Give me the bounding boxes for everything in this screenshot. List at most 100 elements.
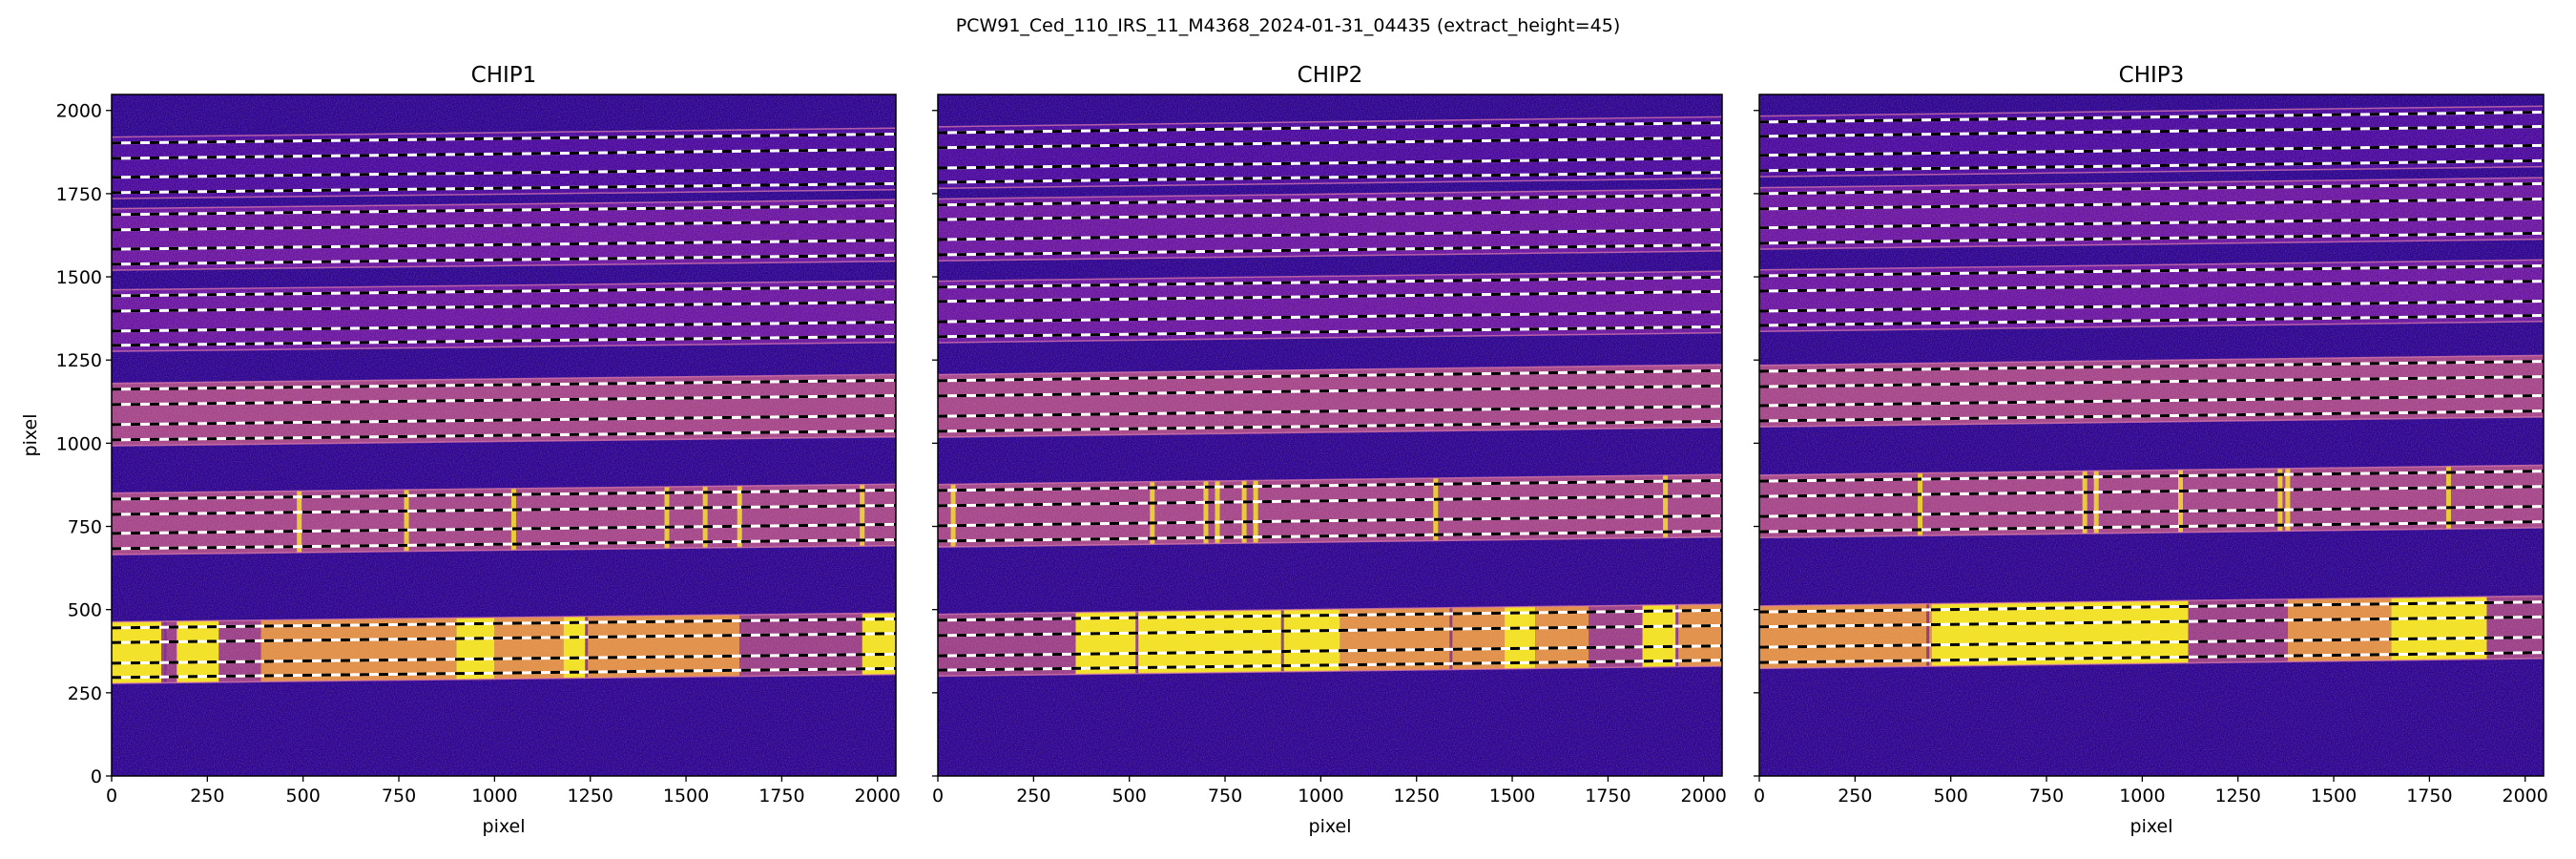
trace-line-dashed [1759, 300, 2544, 313]
trace-line-dashed [1759, 505, 2544, 518]
trace-line-dashed [1759, 360, 2544, 373]
x-tick-label: 750 [1208, 786, 1242, 807]
trace-line-dashed [1759, 264, 2544, 278]
trace-line-dashed [938, 193, 1722, 207]
y-tick-label: 0 [91, 766, 102, 787]
trace-line-dashed [112, 413, 896, 427]
x-tick-label: 0 [106, 786, 117, 807]
trace-line-dashed [112, 203, 896, 217]
trace-line-dashed [1759, 197, 2544, 211]
trace-line-dashed [112, 652, 896, 665]
x-tick-label: 1500 [1489, 786, 1535, 807]
trace-line-dashed [112, 181, 896, 195]
trace-line-dashed [938, 478, 1722, 492]
x-tick-label: 1250 [1394, 786, 1440, 807]
x-tick-label: 1250 [568, 786, 613, 807]
trace-line-dashed [938, 208, 1722, 221]
x-tick-label: 500 [1934, 786, 1968, 807]
y-tick-label: 750 [68, 517, 102, 538]
x-tick-label: 2000 [855, 786, 901, 807]
chip-title: CHIP3 [2119, 63, 2185, 88]
trace-line-dashed [938, 529, 1722, 543]
x-tick-label: 1750 [758, 786, 804, 807]
trace-line-dashed [1759, 615, 2544, 629]
trace-line-dashed [938, 513, 1722, 528]
x-tick-label: 1000 [471, 786, 517, 807]
x-tick-label: 250 [1016, 786, 1050, 807]
trace-line-dashed [1759, 470, 2544, 483]
x-tick-label: 1750 [2406, 786, 2452, 807]
trace-line-dashed [112, 285, 896, 298]
trace-line-dashed [1759, 280, 2544, 293]
x-tick-label: 2000 [2503, 786, 2548, 807]
trace-line-dashed [112, 537, 896, 551]
trace-line-dashed [938, 136, 1722, 150]
chip-title: CHIP1 [471, 63, 537, 88]
x-tick-label: 250 [1838, 786, 1872, 807]
trace-line-dashed [938, 608, 1722, 622]
trace-line-dashed [112, 522, 896, 535]
x-tick-label: 750 [2029, 786, 2064, 807]
trace-line-dashed [112, 166, 896, 179]
trace-line-dashed [1759, 181, 2544, 196]
trace-line-dashed [938, 325, 1722, 339]
image-area [112, 94, 896, 776]
y-axis-label: pixel [20, 414, 41, 457]
trace-line-dashed [1759, 110, 2544, 124]
trace-line-dashed [1759, 216, 2544, 230]
trace-line-dashed [938, 121, 1722, 135]
axes-frame [937, 94, 1723, 777]
chip-title: CHIP2 [1298, 63, 1363, 88]
trace-line-dashed [1759, 231, 2544, 245]
trace-line-dashed [112, 334, 896, 347]
x-tick-label: 1750 [1585, 786, 1631, 807]
trace-line-dashed [112, 666, 896, 680]
y-tick-label: 2000 [56, 101, 102, 122]
trace-line-dashed [938, 623, 1722, 638]
trace-line-dashed [938, 310, 1722, 324]
trace-line-dashed [112, 378, 896, 391]
x-axis-label: pixel [483, 816, 526, 837]
trace-line-dashed [1759, 394, 2544, 408]
x-tick-label: 1500 [663, 786, 709, 807]
trace-line-dashed [938, 419, 1722, 433]
trace-line-dashed [938, 275, 1722, 289]
axes-frame [111, 94, 897, 777]
trace-line-dashed [938, 659, 1722, 672]
trace-line-dashed [1759, 409, 2544, 423]
trace-line-dashed [938, 384, 1722, 398]
trace-line-dashed [938, 493, 1722, 508]
chip-panel-3: CHIP3 0 250 500 750 1000 1250 1500 1750 2000 pixel [1754, 63, 2548, 837]
trace-line-dashed [1759, 636, 2544, 649]
y-tick-label: 1750 [56, 184, 102, 205]
trace-line-dashed [1759, 124, 2544, 138]
trace-line-dashed [1759, 313, 2544, 327]
trace-line-dashed [1759, 158, 2544, 173]
y-tick-label: 1500 [56, 267, 102, 288]
x-tick-label: 250 [190, 786, 224, 807]
axes-frame [1758, 94, 2545, 777]
chip-panel-2: CHIP2 0 250 500 750 1000 1250 1500 1750 2000 pixel [932, 63, 1727, 837]
trace-line-dashed [112, 301, 896, 313]
x-tick-label: 1000 [2119, 786, 2165, 807]
y-tick-label: 250 [68, 683, 102, 704]
trace-line-dashed [112, 394, 896, 407]
trace-line-dashed [112, 239, 896, 251]
x-tick-label: 500 [1112, 786, 1147, 807]
trace-line-dashed [1759, 651, 2544, 664]
x-tick-label: 0 [1754, 786, 1765, 807]
trace-line-dashed [938, 289, 1722, 304]
x-tick-label: 0 [932, 786, 944, 807]
trace-line-dashed [938, 171, 1722, 184]
trace-line-dashed [112, 632, 896, 644]
chip-panel-1: CHIP1 0 250 500 750 1000 1250 1500 1750 2000 0 250 5… [20, 63, 901, 837]
x-tick-label: 1250 [2215, 786, 2261, 807]
trace-line-dashed [112, 504, 896, 516]
x-axis-label: pixel [2130, 816, 2173, 837]
trace-line-dashed [938, 644, 1722, 658]
trace-line-dashed [1759, 375, 2544, 388]
trace-line-dashed [1759, 143, 2544, 157]
trace-line-dashed [112, 429, 896, 442]
y-tick-label: 1000 [56, 433, 102, 454]
